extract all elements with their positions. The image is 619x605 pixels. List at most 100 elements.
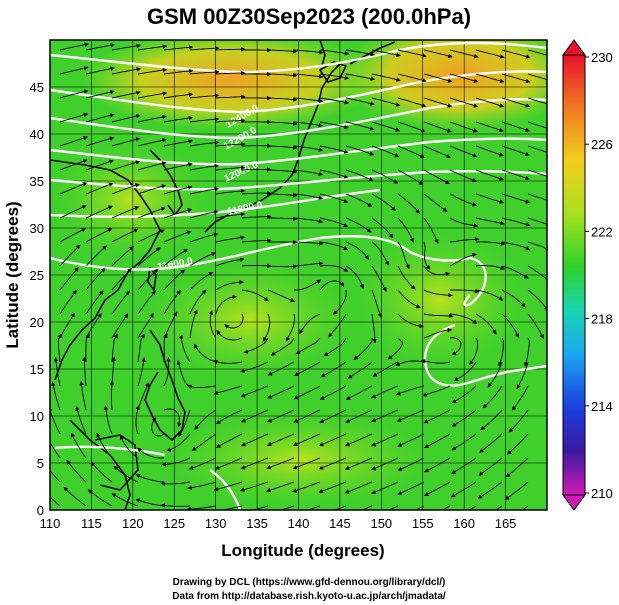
streamline-arrow [396, 409, 425, 422]
streamline-arrow [292, 481, 321, 493]
credit-data: Data from http://database.rish.kyoto-u.a… [172, 591, 446, 602]
streamline-arrow [294, 361, 321, 377]
colorbar-tick-label: 226 [591, 137, 613, 152]
streamline-arrow [163, 208, 193, 219]
streamline-arrow [495, 505, 503, 510]
streamline-arrow [451, 433, 477, 451]
streamline-arrow [137, 333, 145, 363]
streamline-arrow [371, 313, 378, 344]
streamline-arrow [487, 361, 503, 388]
streamline-arrow [505, 457, 529, 478]
y-tick-labels: 0 5 10 15 20 25 30 35 40 45 [30, 80, 44, 518]
streamline-arrow [527, 289, 547, 311]
streamline-arrow [449, 193, 478, 207]
streamline-arrow [371, 289, 382, 319]
streamline-arrow [451, 457, 477, 474]
streamline-arrow [475, 241, 506, 246]
streamline-arrow [449, 121, 478, 133]
streamline-arrow [397, 73, 427, 83]
streamline-arrow [268, 216, 298, 221]
streamline-arrow [151, 417, 165, 437]
streamline-arrow [319, 409, 347, 423]
streamline-arrow [188, 457, 217, 470]
streamline-arrow [293, 261, 324, 267]
streamline-arrow [111, 228, 139, 243]
x-tick-labels: 110 115 120 125 130 135 140 145 150 155 160 165 [40, 516, 517, 531]
streamline-arrow [397, 97, 427, 108]
streamline-arrow [423, 121, 452, 133]
streamline-arrow [449, 97, 479, 108]
warm-patch-east [350, 230, 530, 370]
x-tick-label: 160 [453, 516, 475, 531]
streamline-arrow [85, 136, 115, 147]
streamline-arrow [347, 361, 373, 379]
streamline-arrow [527, 145, 547, 153]
streamline-arrow [59, 89, 89, 99]
streamline-arrow [215, 46, 246, 52]
streamline-arrow [345, 193, 373, 207]
map-frame [49, 39, 548, 511]
streamline-arrow [215, 212, 246, 219]
streamline-arrow [372, 361, 399, 377]
streamline-arrow [163, 230, 192, 243]
streamline-arrow [293, 145, 324, 152]
streamline-arrow [267, 264, 298, 269]
height-contour-8 [423, 323, 547, 387]
streamline-arrow [293, 385, 321, 400]
streamline-arrow [293, 97, 324, 104]
streamline-arrow [189, 69, 220, 75]
streamline-arrow [479, 433, 503, 453]
streamline-arrow [527, 217, 547, 225]
y-tick-label: 25 [30, 268, 44, 283]
x-tick-label: 125 [163, 516, 185, 531]
streamline-arrow [345, 265, 365, 290]
streamline-arrow [213, 481, 243, 492]
streamline-arrow [137, 184, 167, 195]
streamline-arrow [397, 481, 425, 495]
y-tick-label: 10 [30, 409, 44, 424]
streamline-arrow [387, 337, 404, 360]
streamline-arrow [216, 329, 243, 341]
streamline-arrow [319, 280, 345, 291]
streamline-arrow [241, 238, 272, 243]
streamline-arrow [345, 433, 373, 447]
streamline-arrow [187, 481, 217, 490]
streamline-arrow [82, 356, 87, 387]
streamline-arrow [266, 433, 295, 446]
streamline-arrow [262, 313, 271, 342]
streamline-arrow [59, 289, 77, 315]
streamline-arrow [215, 118, 246, 123]
streamline-arrow [189, 163, 220, 171]
streamline-arrow [59, 112, 89, 123]
streamline-arrow [178, 409, 191, 437]
streamline-arrow [215, 141, 246, 147]
streamline-arrow [241, 289, 269, 302]
streamline-arrow [213, 385, 243, 395]
streamline-arrow [137, 357, 146, 387]
height-contour-4 [50, 137, 547, 166]
streamline-arrow [189, 117, 220, 123]
streamline-arrow [423, 313, 454, 319]
streamline-arrow [51, 381, 61, 411]
streamline-arrow [87, 489, 113, 507]
streamline-arrow [319, 49, 350, 56]
streamline-arrow [137, 447, 164, 459]
streamline-arrow [85, 205, 113, 219]
streamline-arrow [371, 409, 399, 423]
streamline-arrow [478, 457, 503, 476]
streamline-arrow [59, 136, 89, 147]
streamline-arrow [319, 73, 350, 80]
streamline-arrow [482, 385, 503, 409]
streamline-arrow [111, 160, 141, 171]
streamline-arrow [371, 145, 400, 158]
streamline-arrow [137, 114, 167, 123]
streamline-arrow [423, 97, 453, 108]
streamline-arrow [79, 380, 87, 411]
streamline-arrow [292, 433, 321, 446]
streamline-arrow [161, 457, 191, 467]
y-tick-label: 40 [30, 127, 44, 142]
streamline-arrow [320, 361, 347, 378]
streamline-arrow [424, 457, 451, 473]
streamline-arrow [397, 433, 425, 447]
streamline-arrow [163, 333, 168, 363]
